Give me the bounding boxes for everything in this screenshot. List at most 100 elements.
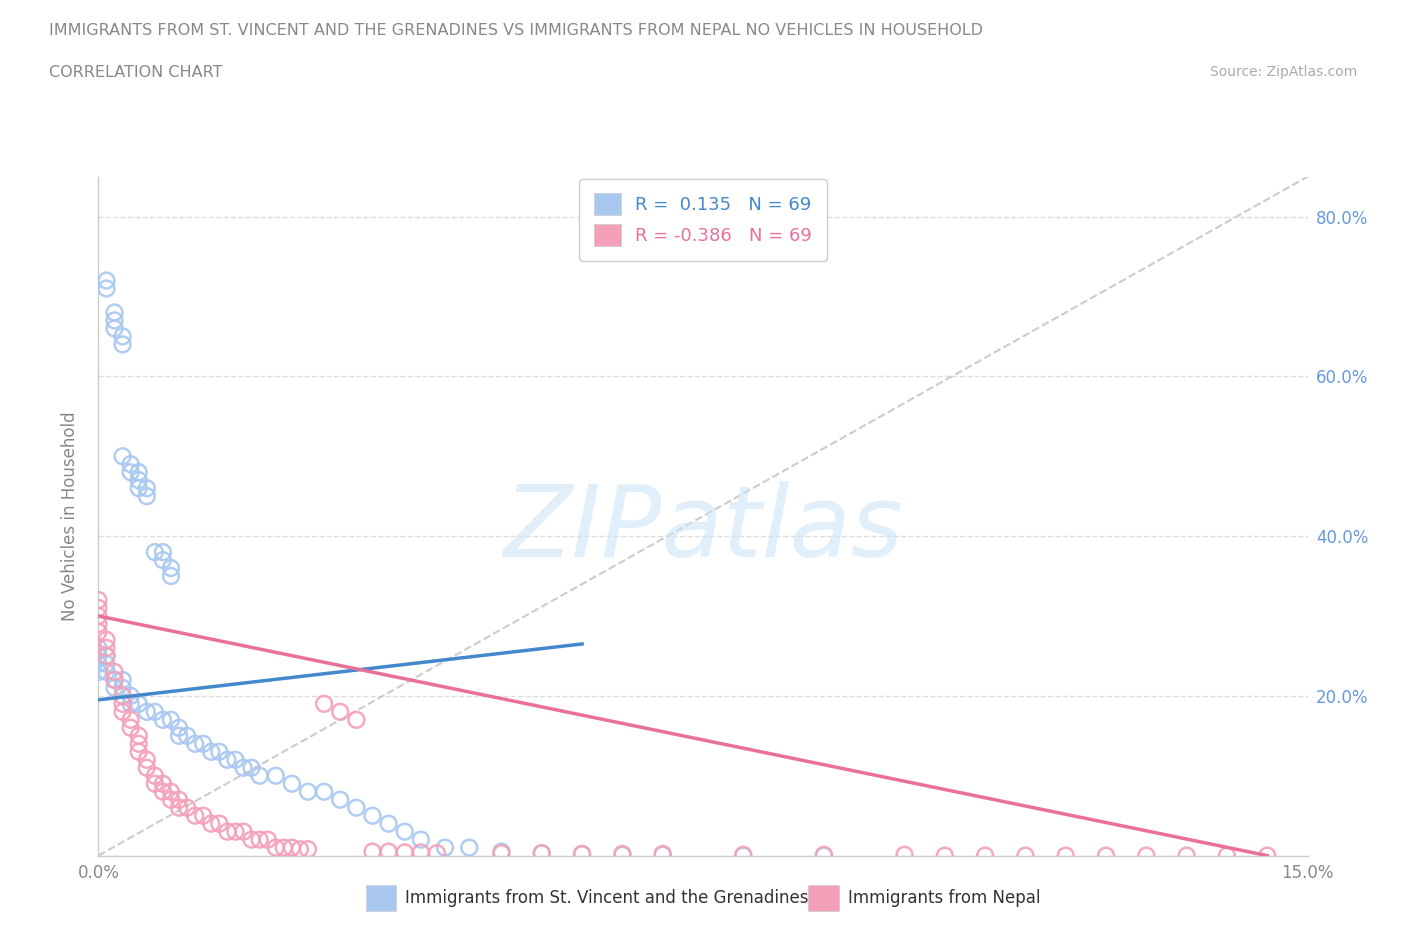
Point [281,777,304,791]
Point [103,672,125,687]
Point [288,842,311,857]
Point [240,761,263,776]
Point [160,561,183,576]
Point [103,681,125,696]
Point [409,845,432,860]
Point [733,848,755,863]
Legend: R =  0.135   N = 69, R = -0.386   N = 69: R = 0.135 N = 69, R = -0.386 N = 69 [579,179,827,261]
Point [1175,848,1198,863]
Point [160,568,183,583]
Point [314,697,336,711]
Point [111,337,134,352]
Point [184,808,207,823]
Point [377,844,399,859]
Point [87,641,110,656]
Point [87,592,110,607]
Point [103,305,125,320]
Text: Immigrants from St. Vincent and the Grenadines: Immigrants from St. Vincent and the Gren… [405,889,808,908]
Point [128,744,150,759]
Point [128,472,150,487]
Point [135,481,157,496]
Point [1216,848,1239,863]
Point [160,792,183,807]
Point [143,777,166,791]
Point [651,846,673,861]
Point [152,784,174,799]
Point [128,728,150,743]
Point [1135,848,1157,863]
Point [96,648,118,663]
Point [103,321,125,336]
Point [1054,848,1077,863]
Point [409,832,432,847]
Point [111,697,134,711]
Point [344,800,367,815]
Point [426,845,449,860]
Point [394,845,416,860]
Point [329,792,352,807]
Point [530,845,553,860]
Point [249,768,271,783]
Point [217,824,239,839]
Point [193,808,215,823]
Point [111,329,134,344]
Point [184,737,207,751]
Point [87,657,110,671]
Point [111,704,134,719]
Point [208,744,231,759]
Point [96,664,118,679]
Point [111,449,134,464]
Point [491,845,513,860]
Point [96,648,118,663]
Point [103,664,125,679]
Point [612,847,634,862]
Point [167,721,190,736]
Point [571,846,593,861]
Point [143,545,166,560]
Point [111,672,134,687]
Point [297,784,319,799]
Point [491,844,513,859]
Point [143,704,166,719]
Point [87,664,110,679]
Point [120,688,142,703]
Point [224,752,246,767]
Point [111,681,134,696]
Point [87,608,110,623]
Point [200,817,222,831]
Point [167,800,190,815]
Point [264,768,287,783]
Point [120,697,142,711]
Point [128,465,150,480]
Point [160,712,183,727]
Text: ZIPatlas: ZIPatlas [503,481,903,578]
Point [1014,848,1036,863]
Text: Source: ZipAtlas.com: Source: ZipAtlas.com [1209,65,1357,79]
Point [152,552,174,567]
Point [733,847,755,862]
Point [281,840,304,855]
Point [128,737,150,751]
Point [103,313,125,328]
Point [314,784,336,799]
Point [264,840,287,855]
Point [120,465,142,480]
Point [361,844,384,859]
Point [87,601,110,616]
Point [96,632,118,647]
Point [176,800,198,815]
Point [152,777,174,791]
Point [167,728,190,743]
Point [176,728,198,743]
Point [458,840,481,855]
Point [344,712,367,727]
Point [256,832,278,847]
Point [200,744,222,759]
Point [152,545,174,560]
Point [111,688,134,703]
Point [96,657,118,671]
Point [120,712,142,727]
Point [120,721,142,736]
Point [143,768,166,783]
Point [128,481,150,496]
